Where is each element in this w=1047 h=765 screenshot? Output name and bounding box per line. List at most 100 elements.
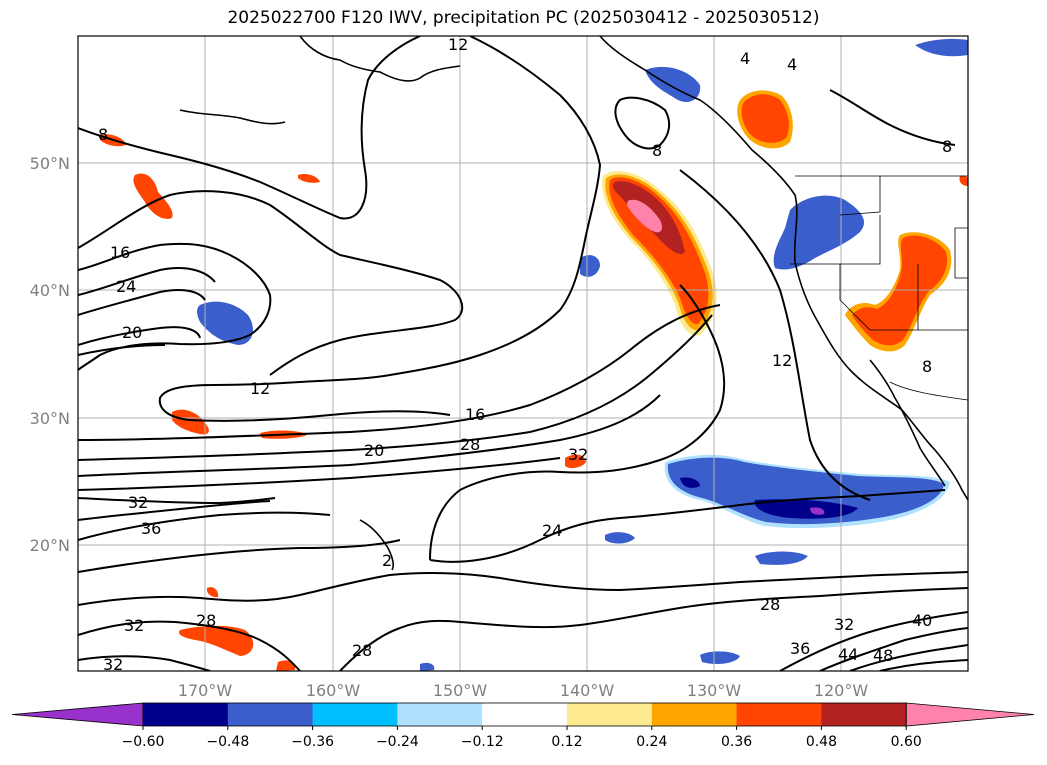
contour-line <box>879 659 968 671</box>
colorbar-tick-label: −0.60 <box>122 734 165 750</box>
political-borders <box>790 175 968 401</box>
contour-label: 4 <box>740 49 750 68</box>
precip-negative-region <box>755 551 808 565</box>
contour-line <box>78 620 301 671</box>
contour-line <box>78 344 166 356</box>
contour-label: 12 <box>772 351 792 370</box>
contour-line <box>429 489 946 563</box>
contour-label: 44 <box>838 645 858 664</box>
colorbar-tick-label: −0.24 <box>376 734 419 750</box>
colorbar-segment <box>227 703 314 726</box>
contour-line <box>78 314 713 461</box>
contour-label: 20 <box>122 323 142 342</box>
precip-negative-region <box>580 255 600 277</box>
lon-label: 160°W <box>306 681 361 700</box>
lon-label: 140°W <box>560 681 615 700</box>
precip-positive-region <box>565 454 586 469</box>
contour-label: 28 <box>352 641 372 660</box>
contour-label: 32 <box>834 615 854 634</box>
contour-label: 12 <box>250 379 270 398</box>
colorbar-tick-label: −0.12 <box>461 734 504 750</box>
iwv-contours <box>78 36 968 671</box>
contour-label: 8 <box>652 141 662 160</box>
contour-label: 20 <box>364 441 384 460</box>
colorbar-segment <box>821 703 907 726</box>
contour-line <box>829 89 956 146</box>
contour-label: 8 <box>98 125 108 144</box>
contour-label: 16 <box>110 243 130 262</box>
contour-line <box>679 169 871 501</box>
colorbar-tick-label: 0.24 <box>636 734 667 750</box>
contour-line <box>78 539 401 573</box>
colorbar-extend-low <box>11 702 144 727</box>
contour-line <box>78 572 501 606</box>
contour-label: 2 <box>382 551 392 570</box>
coastlines <box>179 36 968 571</box>
contour-label: 28 <box>460 435 480 454</box>
gridlines <box>78 36 968 671</box>
lat-label: 50°N <box>30 154 70 173</box>
precip-negative-region <box>700 651 740 664</box>
colorbar-segment <box>567 703 653 726</box>
colorbar-tick-label: −0.36 <box>291 734 334 750</box>
precip-negative-region <box>915 38 968 57</box>
colorbar-segment <box>651 703 738 726</box>
contour-line <box>78 326 201 346</box>
map-title: 2025022700 F120 IWV, precipitation PC (2… <box>227 8 820 28</box>
precip-negative-region <box>680 477 700 488</box>
contour-line <box>429 284 726 561</box>
colorbar-tick-label: 0.48 <box>806 734 837 750</box>
contour-line <box>779 611 968 671</box>
contour-label: 32 <box>128 493 148 512</box>
contour-line <box>78 267 216 296</box>
contour-label: 36 <box>790 639 810 658</box>
contour-line <box>849 644 968 671</box>
precip-negative-region <box>810 507 825 515</box>
precip-positive-region <box>133 173 173 219</box>
contour-label: 40 <box>912 611 932 630</box>
precip-positive-region <box>959 175 968 186</box>
lat-label: 40°N <box>30 281 70 300</box>
longitude-labels: 170°W 160°W 150°W 140°W 130°W 120°W <box>178 681 869 700</box>
map-frame <box>77 35 969 672</box>
precip-negative-region <box>667 457 944 525</box>
contour-line <box>78 242 272 371</box>
contour-label: 8 <box>942 137 952 156</box>
colorbar-tick-label: 0.60 <box>891 734 922 750</box>
contour-label: 32 <box>568 445 588 464</box>
precip-negative-region <box>420 662 435 671</box>
colorbar-segment <box>143 703 229 726</box>
contour-label: 24 <box>116 277 136 296</box>
colorbar-outline <box>142 702 907 727</box>
contour-label: 36 <box>141 519 161 538</box>
precip-positive-region <box>276 660 296 671</box>
precip-negative-region <box>197 301 253 345</box>
contour-line <box>499 571 968 592</box>
colorbar-segment <box>397 703 483 726</box>
colorbar-tick-label: −0.48 <box>206 734 249 750</box>
contour-label: 8 <box>922 357 932 376</box>
contour-line <box>78 500 271 521</box>
contour-label: 16 <box>465 405 485 424</box>
contour-label: 32 <box>103 655 123 674</box>
colorbar-tick-label: 0.36 <box>721 734 752 750</box>
contour-line <box>339 587 968 671</box>
contour-label: 32 <box>124 616 144 635</box>
lat-label: 30°N <box>30 409 70 428</box>
colorbar-tick-label: 0.12 <box>551 734 582 750</box>
contour-line <box>78 497 276 505</box>
lon-label: 130°W <box>687 681 742 700</box>
contour-label: 28 <box>196 611 216 630</box>
contour-labels: 12 4 4 8 8 8 16 24 20 12 16 20 28 32 12 … <box>98 35 952 674</box>
colorbar-segment <box>736 703 822 726</box>
map-content <box>78 36 968 671</box>
lon-label: 150°W <box>433 681 488 700</box>
precip-positive-region <box>179 625 254 656</box>
lon-label: 120°W <box>814 681 869 700</box>
contour-line <box>78 36 421 220</box>
contour-label: 12 <box>448 35 468 54</box>
colorbar-segment <box>312 703 398 726</box>
contour-line <box>614 96 671 150</box>
contour-line <box>819 627 968 671</box>
